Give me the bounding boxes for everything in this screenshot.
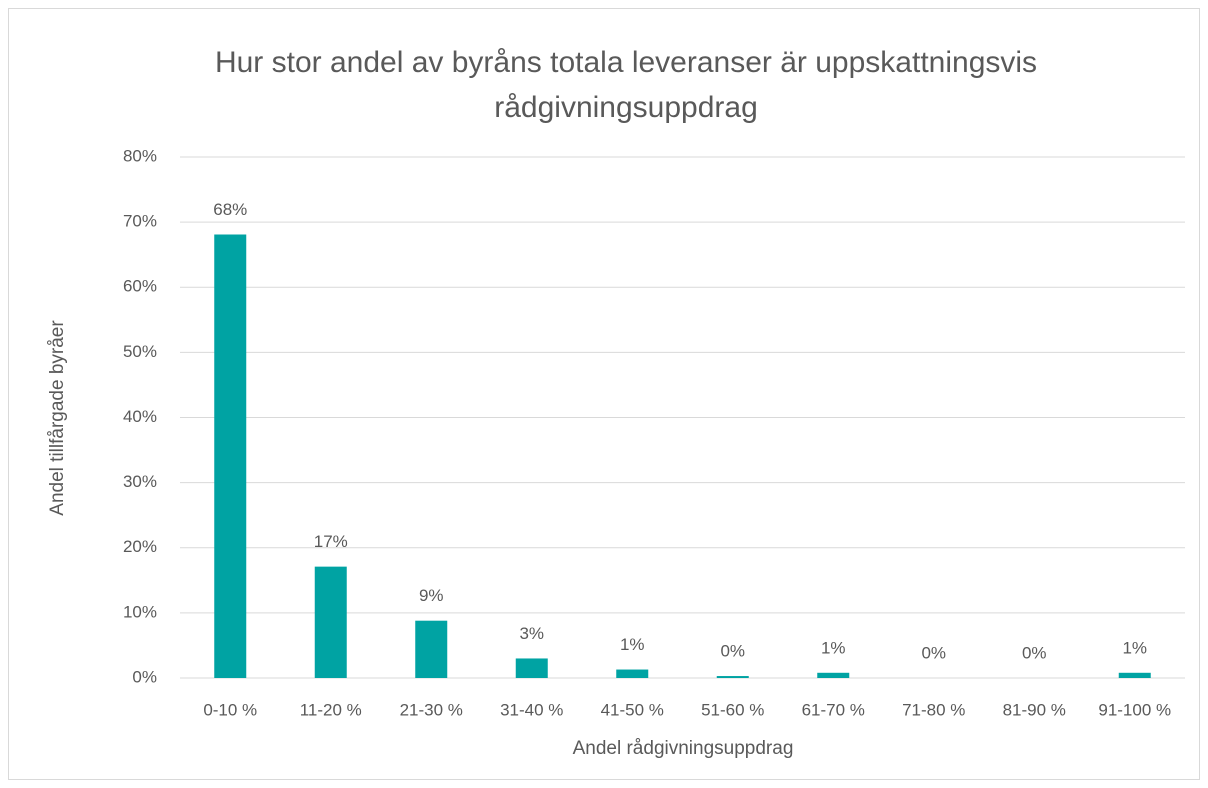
bar: [1118, 672, 1151, 678]
bar: [214, 234, 247, 678]
y-tick-label: 70%: [123, 212, 157, 231]
x-tick-label: 11-20 %: [300, 700, 362, 719]
bar: [415, 620, 448, 678]
bar: [314, 566, 347, 678]
y-axis-label: Andel tillfårgade byråer: [47, 320, 68, 516]
y-tick-label: 10%: [123, 602, 157, 621]
chart-title: Hur stor andel av byråns totala leverans…: [214, 46, 1038, 124]
x-tick-label: 21-30 %: [400, 700, 463, 719]
bar: [716, 676, 749, 678]
bar: [616, 669, 649, 678]
x-tick-label: 81-90 %: [1003, 700, 1066, 719]
x-axis-label: Andel rådgivningsuppdrag: [573, 738, 794, 759]
data-label: 17%: [314, 532, 348, 551]
y-tick-label: 30%: [123, 472, 157, 491]
data-label: 1%: [821, 638, 846, 657]
x-tick-label: 91-100 %: [1098, 700, 1171, 719]
data-label: 0%: [720, 642, 745, 661]
x-tick-label: 31-40 %: [500, 700, 563, 719]
chart-border: [8, 8, 1200, 780]
x-tick-label: 51-60 %: [701, 700, 764, 719]
bar: [515, 658, 548, 678]
x-tick-label: 61-70 %: [802, 700, 865, 719]
data-label: 68%: [213, 200, 247, 219]
data-label: 9%: [419, 586, 444, 605]
data-label: 1%: [1122, 638, 1147, 657]
y-tick-label: 60%: [123, 277, 157, 296]
y-tick-label: 40%: [123, 407, 157, 426]
y-tick-label: 20%: [123, 537, 157, 556]
data-label: 0%: [1022, 643, 1047, 662]
y-tick-label: 80%: [123, 146, 157, 165]
data-label: 0%: [921, 643, 946, 662]
data-label: 3%: [519, 624, 544, 643]
x-tick-label: 41-50 %: [601, 700, 664, 719]
y-tick-label: 50%: [123, 342, 157, 361]
data-label: 1%: [620, 635, 645, 654]
y-tick-label: 0%: [132, 667, 157, 686]
x-tick-label: 71-80 %: [902, 700, 965, 719]
x-tick-label: 0-10 %: [203, 700, 257, 719]
bar: [817, 672, 850, 678]
